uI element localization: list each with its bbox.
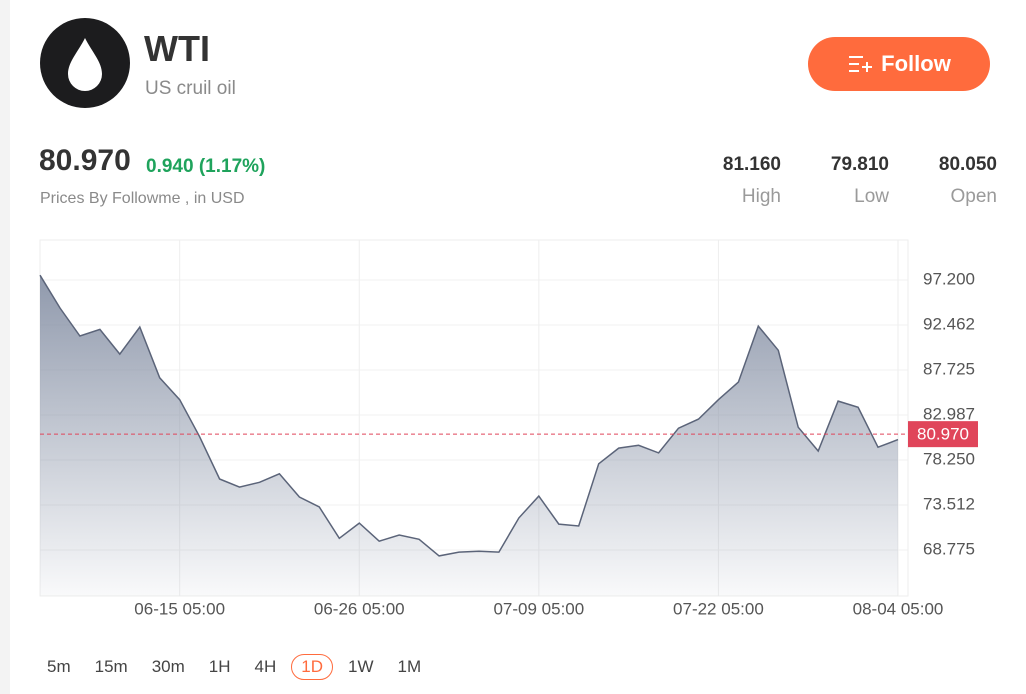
stat: 80.050 Open [897,154,997,208]
x-tick-label: 07-09 05:00 [493,599,584,618]
instrument-name: US cruil oil [145,78,236,99]
stat-value: 81.160 [722,154,781,175]
stat-label: Open [950,186,997,207]
price-source: Prices By Followme , in USD [40,190,245,207]
period-button[interactable]: 4H [254,657,277,676]
stat-value: 80.050 [938,154,997,175]
period-button[interactable]: 1W [347,657,374,676]
y-tick-label: 87.725 [923,359,975,378]
stat: 79.810 Low [789,154,889,208]
follow-icon [849,56,873,72]
y-tick-label: 82.987 [923,404,975,423]
x-tick-label: 07-22 05:00 [673,599,764,618]
stat-value: 79.810 [830,154,889,175]
y-tick-label: 73.512 [923,494,975,513]
period-button[interactable]: 1M [397,657,422,676]
y-tick-label: 97.200 [923,269,975,288]
period-button[interactable]: 1H [208,657,231,676]
period-button[interactable]: 15m [94,657,128,676]
price-change: 0.940 (1.17%) [146,156,266,177]
price-line [39,274,899,557]
follow-label[interactable]: Follow [881,51,951,76]
stat: 81.160 High [681,154,781,208]
y-tick-label: 92.462 [923,314,975,333]
follow-button[interactable]: Follow [808,37,990,91]
logo-icon [68,38,102,91]
current-price-badge [908,421,978,448]
symbol: WTI [144,28,210,69]
logo [40,18,130,108]
current-price-label: 80.970 [917,425,969,444]
price: 80.970 [39,144,131,177]
stat-label: Low [854,186,889,207]
period-button[interactable]: 30m [151,657,185,676]
period-selector: 5m 15m 30m 1H 4H 1D 1W 1M [38,654,436,680]
period-button[interactable]: 5m [47,657,71,676]
x-tick-label: 06-15 05:00 [134,599,225,618]
y-tick-label: 68.775 [923,539,975,558]
period-button[interactable]: 1D [291,654,333,680]
x-tick-label: 08-04 05:00 [853,599,944,618]
area [40,275,898,596]
y-tick-label: 78.250 [923,449,975,468]
x-tick-label: 06-26 05:00 [314,599,405,618]
stat-label: High [741,186,781,207]
